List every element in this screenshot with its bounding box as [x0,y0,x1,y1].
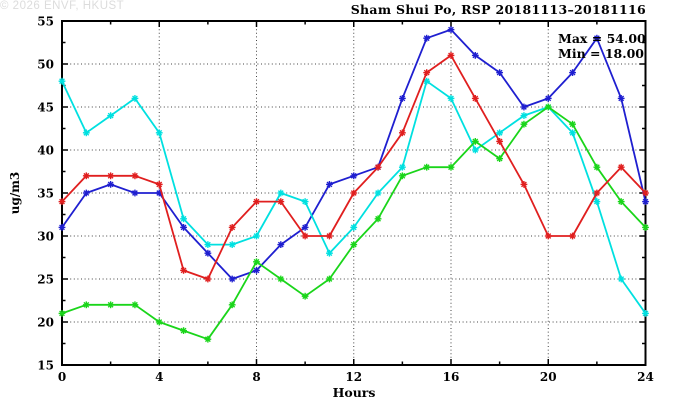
series-green-line [61,106,647,341]
y-tick-label: 45 [37,101,54,115]
chart-title: Sham Shui Po, RSP 20181113–20181116 [350,2,646,17]
x-tick-label: 8 [252,370,260,384]
series-red [58,52,649,283]
y-tick-label: 25 [37,273,54,287]
gridlines [63,22,645,364]
x-tick-label: 4 [155,370,163,384]
y-tick-label: 20 [37,316,54,330]
series-green [58,103,649,343]
series-green-markers [58,103,649,343]
y-tick-label: 55 [37,15,54,29]
legend-max-value: Max = 54.00 [558,31,646,46]
series-cyan [58,77,649,317]
y-tick-label: 40 [37,144,54,158]
series-red-markers [58,52,649,283]
watermark: © 2026 ENVF, HKUST [0,0,125,12]
y-tick-label: 50 [37,58,54,72]
x-tick-label: 20 [540,370,557,384]
y-tick-label: 15 [37,359,54,373]
x-tick-label: 0 [58,370,66,384]
tick-labels: 15 20 25 30 35 40 45 50 55 0 4 8 12 16 20 24 [37,15,654,385]
series-cyan-markers [58,77,649,317]
x-axis-label: Hours [332,385,376,400]
x-tick-label: 12 [345,370,362,384]
y-tick-label: 35 [37,187,54,201]
x-tick-label: 16 [443,370,460,384]
y-tick-label: 30 [37,230,54,244]
legend-min-value: Min = 18.00 [558,46,644,61]
y-axis-label: ug/m3 [8,171,22,215]
x-tick-label: 24 [637,370,654,384]
legend-box: Max = 54.00 Min = 18.00 [558,31,646,61]
